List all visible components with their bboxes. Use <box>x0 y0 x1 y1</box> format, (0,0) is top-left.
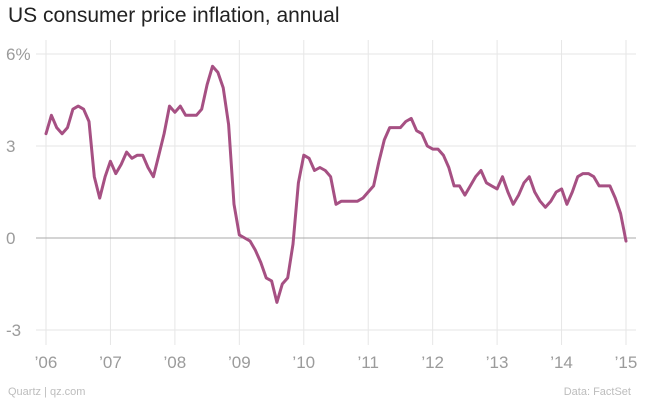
x-tick-label: ’07 <box>99 353 122 372</box>
x-tick-label: ’06 <box>35 353 58 372</box>
horizontal-gridlines <box>36 53 636 331</box>
x-tick-label: ’11 <box>358 353 379 372</box>
x-tick-label: ’08 <box>164 353 187 372</box>
x-tick-label: ’14 <box>550 353 573 372</box>
y-tick-label: 0 <box>6 229 15 248</box>
chart-title: US consumer price inflation, annual <box>8 4 340 27</box>
x-tick-label: ’15 <box>615 353 638 372</box>
vertical-gridlines <box>45 40 627 345</box>
x-tick-label: ’09 <box>228 353 251 372</box>
series-line <box>44 64 628 304</box>
x-tick-label: ’13 <box>486 353 509 372</box>
x-axis-ticks: ’06 ’07 ’08 ’09 ’10 ’11 ’12 ’13 ’14 ’15 <box>35 353 638 372</box>
y-tick-label: 3 <box>6 137 15 156</box>
data-source: Data: FactSet <box>563 386 631 398</box>
series-group <box>44 64 628 304</box>
y-tick-label: -3 <box>6 321 21 340</box>
x-tick-label: ’12 <box>421 353 444 372</box>
x-tick-label: ’10 <box>292 353 315 372</box>
y-tick-label: 6% <box>6 45 31 64</box>
y-axis-ticks: 6% 3 0 -3 <box>6 45 31 340</box>
source-credit: Quartz | qz.com <box>8 386 86 398</box>
